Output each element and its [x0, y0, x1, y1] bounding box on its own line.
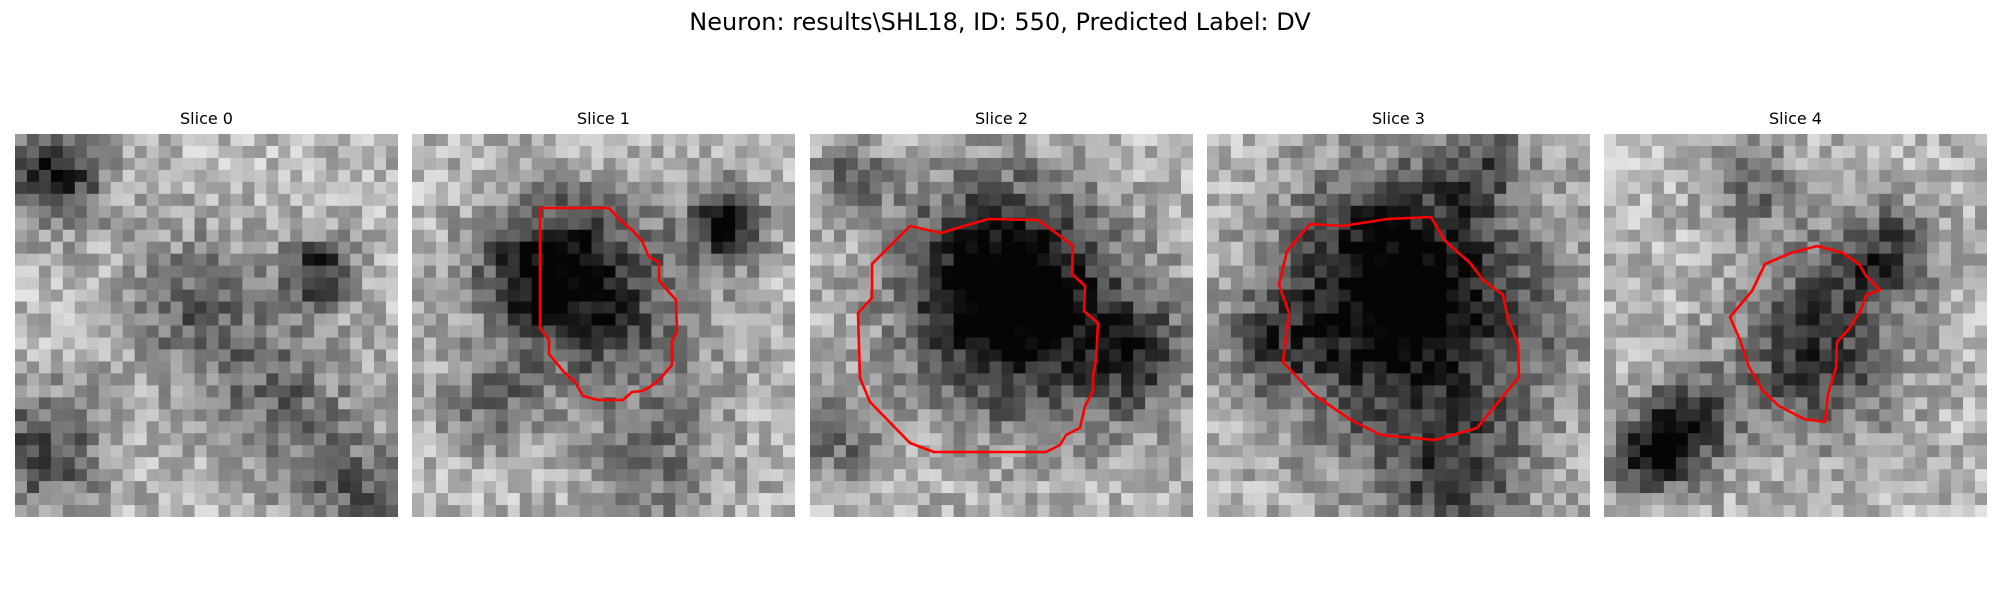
grayscale-pixels [1207, 134, 1590, 517]
slice-panel-0: Slice 0 [15, 108, 398, 517]
slice-panel-2: Slice 2 [810, 108, 1193, 517]
slice-image-4 [1604, 134, 1987, 517]
grayscale-pixels [412, 134, 795, 517]
roi-contour [1277, 215, 1521, 442]
grayscale-pixels [1604, 134, 1987, 517]
slice-image-3 [1207, 134, 1590, 517]
slice-panel-3: Slice 3 [1207, 108, 1590, 517]
slice-image-0 [15, 134, 398, 517]
figure-title: Neuron: results\SHL18, ID: 550, Predicte… [689, 8, 1311, 36]
roi-contour [538, 206, 679, 402]
roi-contour [856, 217, 1100, 454]
slice-title: Slice 3 [1372, 109, 1425, 128]
slice-title: Slice 4 [1769, 109, 1822, 128]
slice-panel-1: Slice 1 [412, 108, 795, 517]
grayscale-pixels [810, 134, 1193, 517]
roi-contour [1728, 244, 1882, 424]
slice-image-1 [412, 134, 795, 517]
slice-image-2 [810, 134, 1193, 517]
slice-title: Slice 0 [180, 109, 233, 128]
slice-title: Slice 2 [975, 109, 1028, 128]
slice-title: Slice 1 [577, 109, 630, 128]
slice-panel-4: Slice 4 [1604, 108, 1987, 517]
grayscale-pixels [15, 134, 398, 517]
